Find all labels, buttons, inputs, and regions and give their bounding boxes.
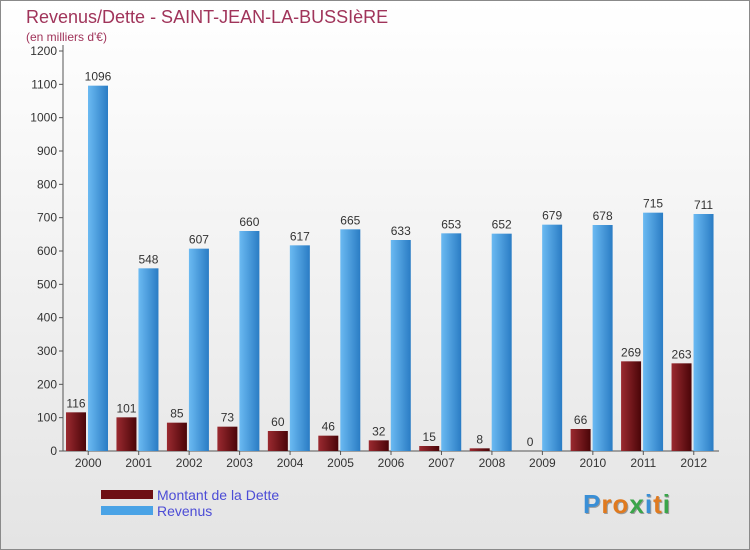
x-tick-label: 2010	[579, 456, 606, 470]
y-tick-label: 0	[50, 444, 57, 458]
data-label-revenus: 679	[542, 209, 562, 223]
x-tick-label: 2008	[479, 456, 506, 470]
logo-letter: i	[644, 489, 654, 519]
bar-dette	[66, 412, 86, 451]
data-label-dette: 85	[170, 407, 184, 421]
legend-label-revenus: Revenus	[157, 503, 213, 519]
data-label-dette: 60	[271, 415, 285, 429]
data-label-dette: 269	[621, 345, 641, 359]
x-tick-label: 2004	[277, 456, 304, 470]
bar-revenus	[239, 231, 260, 451]
data-label-revenus: 678	[593, 209, 613, 223]
bar-dette	[570, 429, 591, 451]
y-tick-label: 300	[37, 344, 57, 358]
data-label-dette: 0	[527, 435, 534, 449]
bar-dette	[368, 440, 389, 451]
bar-revenus	[340, 229, 361, 451]
y-tick-label: 1100	[31, 77, 57, 91]
data-label-dette: 15	[423, 430, 437, 444]
bar-revenus	[289, 245, 310, 451]
logo-letter: r	[601, 489, 613, 519]
y-tick-label: 700	[37, 211, 57, 225]
bar-dette	[116, 417, 137, 451]
bar-revenus	[592, 225, 613, 451]
legend-swatch-revenus	[101, 506, 153, 515]
legend-swatch-dette	[101, 490, 153, 499]
data-label-revenus: 548	[138, 252, 158, 266]
y-tick-label: 100	[37, 411, 57, 425]
y-tick-label: 800	[37, 177, 57, 191]
bar-revenus	[542, 224, 563, 451]
data-label-dette: 8	[476, 432, 483, 446]
bar-revenus	[188, 248, 209, 451]
bar-dette	[469, 448, 490, 451]
x-tick-label: 2011	[630, 456, 656, 470]
data-label-dette: 46	[322, 420, 336, 434]
bar-revenus	[138, 268, 159, 451]
x-tick-label: 2006	[378, 456, 405, 470]
x-tick-label: 2009	[529, 456, 556, 470]
chart-subtitle: (en milliers d'€)	[26, 30, 107, 44]
bar-dette	[671, 363, 692, 451]
data-label-revenus: 633	[391, 224, 411, 238]
y-tick-label: 600	[37, 244, 57, 258]
data-label-revenus: 715	[643, 197, 663, 211]
data-label-revenus: 607	[189, 233, 209, 247]
logo-letter: i	[662, 489, 671, 519]
y-tick-label: 500	[37, 277, 57, 291]
bar-revenus	[693, 214, 714, 451]
logo-letter: P	[583, 489, 602, 519]
bar-revenus	[390, 240, 411, 451]
data-label-revenus: 653	[441, 217, 461, 231]
bar-dette	[166, 422, 187, 451]
data-label-dette: 263	[672, 347, 692, 361]
y-tick-label: 1200	[30, 44, 57, 58]
x-tick-label: 2001	[125, 456, 152, 470]
data-label-revenus: 665	[340, 213, 360, 227]
data-label-dette: 32	[372, 424, 386, 438]
data-label-dette: 116	[66, 396, 85, 410]
bar-dette	[318, 435, 339, 451]
bar-revenus	[491, 233, 512, 451]
proxiti-logo: Proxiti	[583, 489, 671, 520]
bar-revenus	[643, 212, 664, 451]
bar-revenus	[441, 233, 462, 451]
bar-dette	[217, 426, 238, 451]
data-label-revenus: 1096	[85, 70, 112, 84]
data-label-revenus: 652	[492, 218, 512, 232]
logo-letter: t	[653, 489, 663, 519]
bar-dette	[267, 431, 288, 451]
data-label-revenus: 617	[290, 229, 310, 243]
data-label-dette: 66	[574, 413, 588, 427]
data-label-dette: 73	[221, 411, 235, 425]
x-tick-label: 2007	[428, 456, 455, 470]
x-tick-label: 2002	[176, 456, 203, 470]
x-tick-label: 2005	[327, 456, 354, 470]
y-tick-label: 200	[37, 377, 57, 391]
y-tick-label: 900	[37, 144, 57, 158]
logo-letter: x	[629, 489, 645, 519]
bar-revenus	[88, 85, 108, 452]
data-label-revenus: 711	[694, 198, 713, 212]
y-tick-label: 400	[37, 311, 57, 325]
data-label-dette: 101	[116, 401, 136, 415]
chart-title: Revenus/Dette - SAINT-JEAN-LA-BUSSIèRE	[26, 7, 389, 27]
legend-label-dette: Montant de la Dette	[157, 487, 280, 503]
bar-dette	[419, 446, 440, 451]
x-tick-label: 2003	[226, 456, 253, 470]
logo-letter: o	[612, 489, 630, 519]
y-tick-label: 1000	[30, 111, 57, 125]
data-label-revenus: 660	[239, 215, 259, 229]
x-tick-label: 2000	[75, 456, 102, 470]
x-tick-label: 2012	[680, 456, 707, 470]
bar-dette	[621, 361, 642, 451]
